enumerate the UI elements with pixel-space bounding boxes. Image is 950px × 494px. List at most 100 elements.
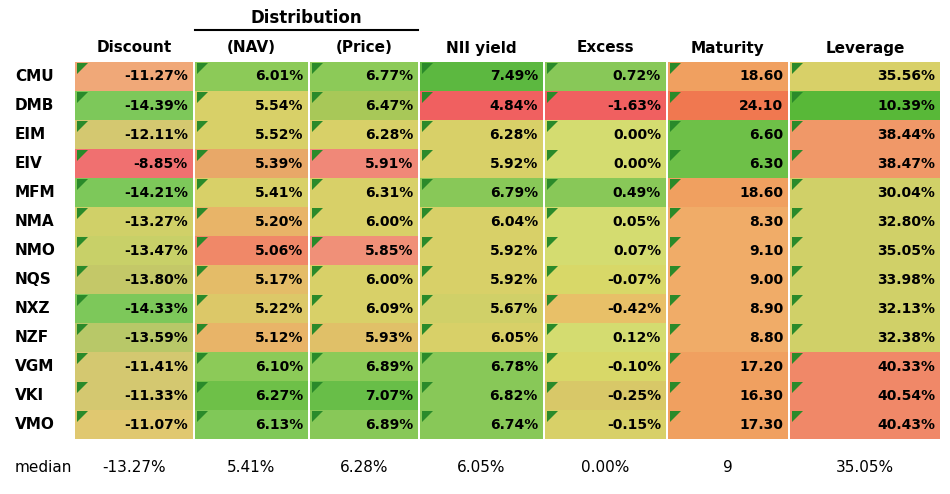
Text: 5.41%: 5.41% [227, 459, 276, 475]
Text: 6.77%: 6.77% [365, 70, 413, 83]
Text: 0.49%: 0.49% [613, 186, 661, 200]
Text: -0.15%: -0.15% [607, 417, 661, 431]
Text: MFM: MFM [15, 185, 56, 200]
Polygon shape [670, 150, 681, 161]
Bar [545, 120, 666, 149]
Bar [310, 62, 418, 91]
Bar [75, 120, 193, 149]
Text: 5.22%: 5.22% [255, 301, 303, 316]
Text: 5.91%: 5.91% [365, 157, 413, 170]
Text: 6.00%: 6.00% [365, 214, 413, 229]
Bar [195, 323, 308, 352]
Polygon shape [792, 353, 803, 364]
Text: (Price): (Price) [335, 41, 392, 55]
Polygon shape [547, 150, 558, 161]
Text: 9: 9 [723, 459, 732, 475]
Polygon shape [547, 324, 558, 335]
Polygon shape [77, 179, 88, 190]
Polygon shape [547, 63, 558, 74]
Bar [790, 294, 940, 323]
Text: -13.27%: -13.27% [103, 459, 166, 475]
Bar [420, 410, 543, 439]
Text: 0.00%: 0.00% [613, 127, 661, 141]
Polygon shape [312, 237, 323, 248]
Polygon shape [670, 92, 681, 103]
Polygon shape [312, 353, 323, 364]
Text: EIM: EIM [15, 127, 47, 142]
Text: Distribution: Distribution [251, 9, 362, 27]
Text: 4.84%: 4.84% [489, 98, 538, 113]
Polygon shape [197, 208, 208, 219]
Polygon shape [77, 150, 88, 161]
Polygon shape [670, 237, 681, 248]
Polygon shape [422, 121, 433, 132]
Bar [195, 265, 308, 294]
Polygon shape [77, 411, 88, 422]
Text: 6.00%: 6.00% [365, 273, 413, 287]
Text: -13.47%: -13.47% [124, 244, 188, 257]
Bar [545, 410, 666, 439]
Polygon shape [670, 353, 681, 364]
Bar [420, 149, 543, 178]
Polygon shape [422, 92, 433, 103]
Polygon shape [547, 353, 558, 364]
Text: 17.20: 17.20 [739, 360, 783, 373]
Polygon shape [547, 382, 558, 393]
Polygon shape [197, 150, 208, 161]
Text: -0.42%: -0.42% [607, 301, 661, 316]
Polygon shape [792, 179, 803, 190]
Text: VKI: VKI [15, 388, 44, 403]
Polygon shape [422, 411, 433, 422]
Text: 5.12%: 5.12% [255, 330, 303, 344]
Text: -13.27%: -13.27% [124, 214, 188, 229]
Bar [668, 410, 788, 439]
Text: 33.98%: 33.98% [877, 273, 935, 287]
Bar [790, 178, 940, 207]
Polygon shape [197, 179, 208, 190]
Bar [75, 178, 193, 207]
Polygon shape [312, 266, 323, 277]
Bar [420, 207, 543, 236]
Text: 5.06%: 5.06% [255, 244, 303, 257]
Text: 5.52%: 5.52% [255, 127, 303, 141]
Polygon shape [197, 121, 208, 132]
Bar [420, 265, 543, 294]
Text: 8.90: 8.90 [749, 301, 783, 316]
Bar [668, 352, 788, 381]
Bar [420, 178, 543, 207]
Text: 6.27%: 6.27% [255, 388, 303, 403]
Bar [668, 323, 788, 352]
Text: VMO: VMO [15, 417, 55, 432]
Bar [195, 352, 308, 381]
Polygon shape [670, 208, 681, 219]
Polygon shape [197, 353, 208, 364]
Bar [420, 91, 543, 120]
Bar [790, 352, 940, 381]
Polygon shape [792, 295, 803, 306]
Text: 7.07%: 7.07% [365, 388, 413, 403]
Polygon shape [670, 179, 681, 190]
Polygon shape [77, 266, 88, 277]
Text: 6.13%: 6.13% [255, 417, 303, 431]
Polygon shape [792, 266, 803, 277]
Text: (NAV): (NAV) [227, 41, 276, 55]
Text: 6.01%: 6.01% [255, 70, 303, 83]
Bar [790, 323, 940, 352]
Bar [545, 149, 666, 178]
Text: 5.17%: 5.17% [255, 273, 303, 287]
Text: Discount: Discount [96, 41, 172, 55]
Polygon shape [312, 411, 323, 422]
Text: 5.20%: 5.20% [255, 214, 303, 229]
Polygon shape [792, 121, 803, 132]
Text: 6.04%: 6.04% [490, 214, 538, 229]
Bar [75, 149, 193, 178]
Text: 32.80%: 32.80% [877, 214, 935, 229]
Text: -0.07%: -0.07% [607, 273, 661, 287]
Polygon shape [422, 179, 433, 190]
Polygon shape [670, 295, 681, 306]
Bar [310, 149, 418, 178]
Polygon shape [792, 150, 803, 161]
Bar [668, 381, 788, 410]
Text: -14.21%: -14.21% [124, 186, 188, 200]
Text: NZF: NZF [15, 330, 49, 345]
